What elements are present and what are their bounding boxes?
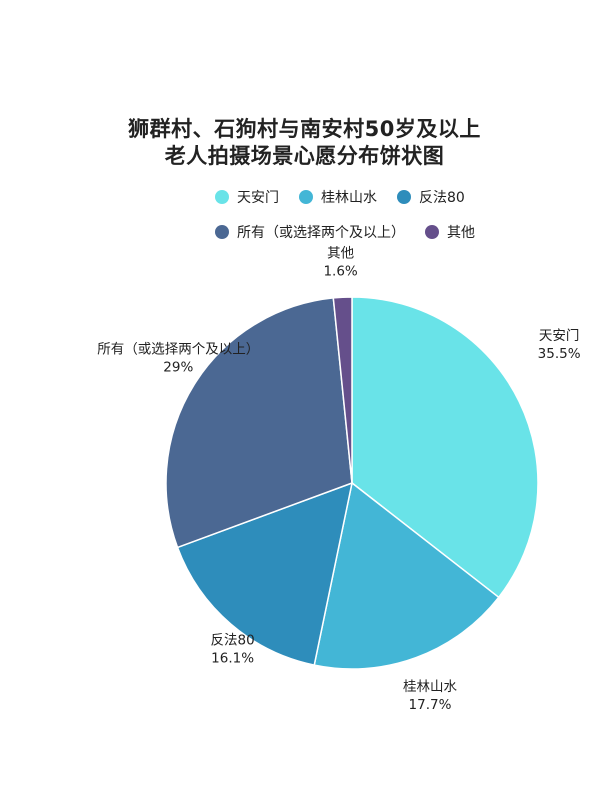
- legend-row-2: 所有（或选择两个及以上） 其他: [215, 222, 495, 242]
- legend-label: 桂林山水: [321, 190, 377, 206]
- slice-category-label: 桂林山水: [403, 679, 457, 695]
- legend-label: 反法80: [419, 190, 465, 206]
- slice-label-group: 反法80 16.1%: [211, 632, 255, 666]
- chart-title-line-2: 老人拍摄场景心愿分布饼状图: [164, 144, 445, 168]
- slice-category-label: 反法80: [211, 632, 255, 648]
- legend-item[interactable]: 反法80: [397, 187, 465, 207]
- slice-value-label: 16.1%: [211, 650, 254, 666]
- slice-label-group: 其他 1.6%: [323, 245, 357, 279]
- legend-swatch: [215, 225, 229, 239]
- slice-value-label: 17.7%: [409, 697, 452, 713]
- pie-slice[interactable]: [165, 297, 353, 549]
- slice-label-group: 所有（或选择两个及以上） 29%: [97, 341, 259, 375]
- slice-category-label: 所有（或选择两个及以上）: [97, 341, 259, 357]
- legend-label: 天安门: [237, 190, 279, 206]
- chart-title-line-1: 狮群村、石狗村与南安村50岁及以上: [128, 117, 481, 141]
- pie-slice[interactable]: [313, 481, 500, 670]
- slice-value-label: 35.5%: [538, 346, 581, 362]
- slice-label-group: 桂林山水 17.7%: [403, 679, 457, 713]
- slice-category-label: 其他: [327, 245, 354, 261]
- pie-slice[interactable]: [176, 481, 354, 667]
- pie-slice[interactable]: [351, 296, 539, 599]
- legend-row-1: 天安门 桂林山水 反法80: [215, 187, 485, 207]
- pie-slice[interactable]: [332, 296, 353, 484]
- legend-swatch: [299, 190, 313, 204]
- legend-label: 所有（或选择两个及以上）: [237, 225, 405, 241]
- slice-label-group: 天安门 35.5%: [538, 328, 581, 362]
- legend-swatch: [397, 190, 411, 204]
- slice-category-label: 天安门: [539, 328, 580, 344]
- legend-swatch: [425, 225, 439, 239]
- legend-swatch: [215, 190, 229, 204]
- pie-labels: 天安门 35.5% 桂林山水 17.7% 反法80 16.1% 所有（或选择两个及以上） 29…: [97, 245, 580, 713]
- legend-item[interactable]: 所有（或选择两个及以上）: [215, 222, 405, 242]
- slice-value-label: 29%: [163, 359, 193, 375]
- slice-value-label: 1.6%: [323, 263, 357, 279]
- legend-item[interactable]: 其他: [425, 222, 475, 242]
- legend-label: 其他: [447, 225, 475, 241]
- legend-item[interactable]: 天安门: [215, 187, 279, 207]
- pie-slices: [165, 296, 539, 670]
- legend-item[interactable]: 桂林山水: [299, 187, 377, 207]
